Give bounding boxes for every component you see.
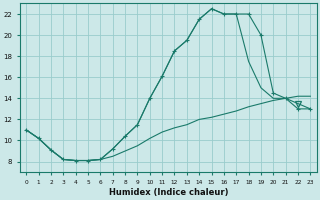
X-axis label: Humidex (Indice chaleur): Humidex (Indice chaleur) bbox=[108, 188, 228, 197]
